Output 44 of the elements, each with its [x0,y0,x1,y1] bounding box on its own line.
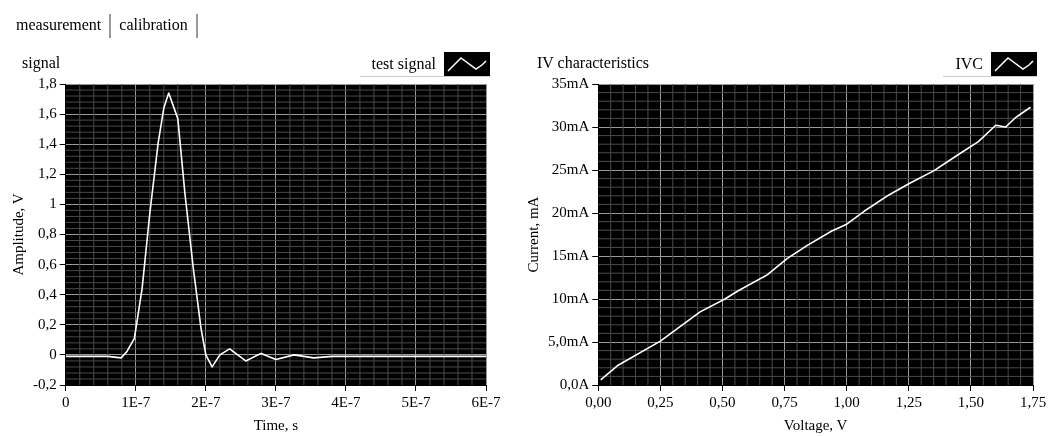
x-tick-label: 1,50 [957,393,985,410]
y-tick-label: 0,0A [559,375,590,392]
x-tick-label: 0,50 [709,393,736,410]
y-tick-label: 35mA [551,74,590,91]
y-axis-title: Amplitude, V [9,193,26,276]
y-tick-label: 0,4 [38,285,58,302]
y-tick-label: 20mA [551,203,590,220]
y-tick-label: 10mA [551,289,590,306]
y-tick-label: 30mA [551,117,590,134]
text: calibration [111,14,198,38]
y-tick-label: 25mA [551,160,590,177]
y-tick-label: -0,2 [33,375,57,392]
y-tick-label: 15mA [551,246,590,263]
x-tick-label: 1E-7 [121,393,151,410]
x-tick-label: 1,75 [1019,393,1047,410]
x-tick-label: 0 [62,393,70,410]
x-tick-label: 5E-7 [401,393,432,410]
y-tick-label: 1,8 [38,74,57,91]
y-tick-label: 0,6 [38,255,58,272]
y-tick-label: 0,2 [38,315,57,332]
x-tick-label: 4E-7 [331,393,361,410]
x-tick-label: 0,75 [771,393,798,410]
y-tick-label: 0 [49,345,57,362]
y-tick-label: 0,8 [38,225,57,242]
x-axis-title: Voltage, V [783,416,848,433]
y-axis-title: Current, mA [524,196,541,273]
legend-label: IVC [955,55,983,73]
y-tick-label: 1 [49,195,57,212]
chart-title: signal [22,54,61,72]
x-tick-label: 1,25 [895,393,922,410]
text: measurement [8,14,112,38]
x-tick-label: 2E-7 [191,393,221,410]
y-tick-label: 1,6 [38,105,58,122]
x-tick-label: 6E-7 [471,393,502,410]
y-tick-label: 1,4 [38,135,58,152]
x-tick-label: 0,00 [585,393,612,410]
x-tick-label: 3E-7 [261,393,291,410]
x-tick-label: 0,25 [647,393,674,410]
x-axis-title: Time, s [253,416,299,433]
y-tick-label: 5,0mA [548,332,590,349]
legend-label: test signal [371,55,436,73]
chart-title: IV characteristics [537,54,650,72]
y-tick-label: 1,2 [38,165,57,182]
x-tick-label: 1,00 [833,393,860,410]
